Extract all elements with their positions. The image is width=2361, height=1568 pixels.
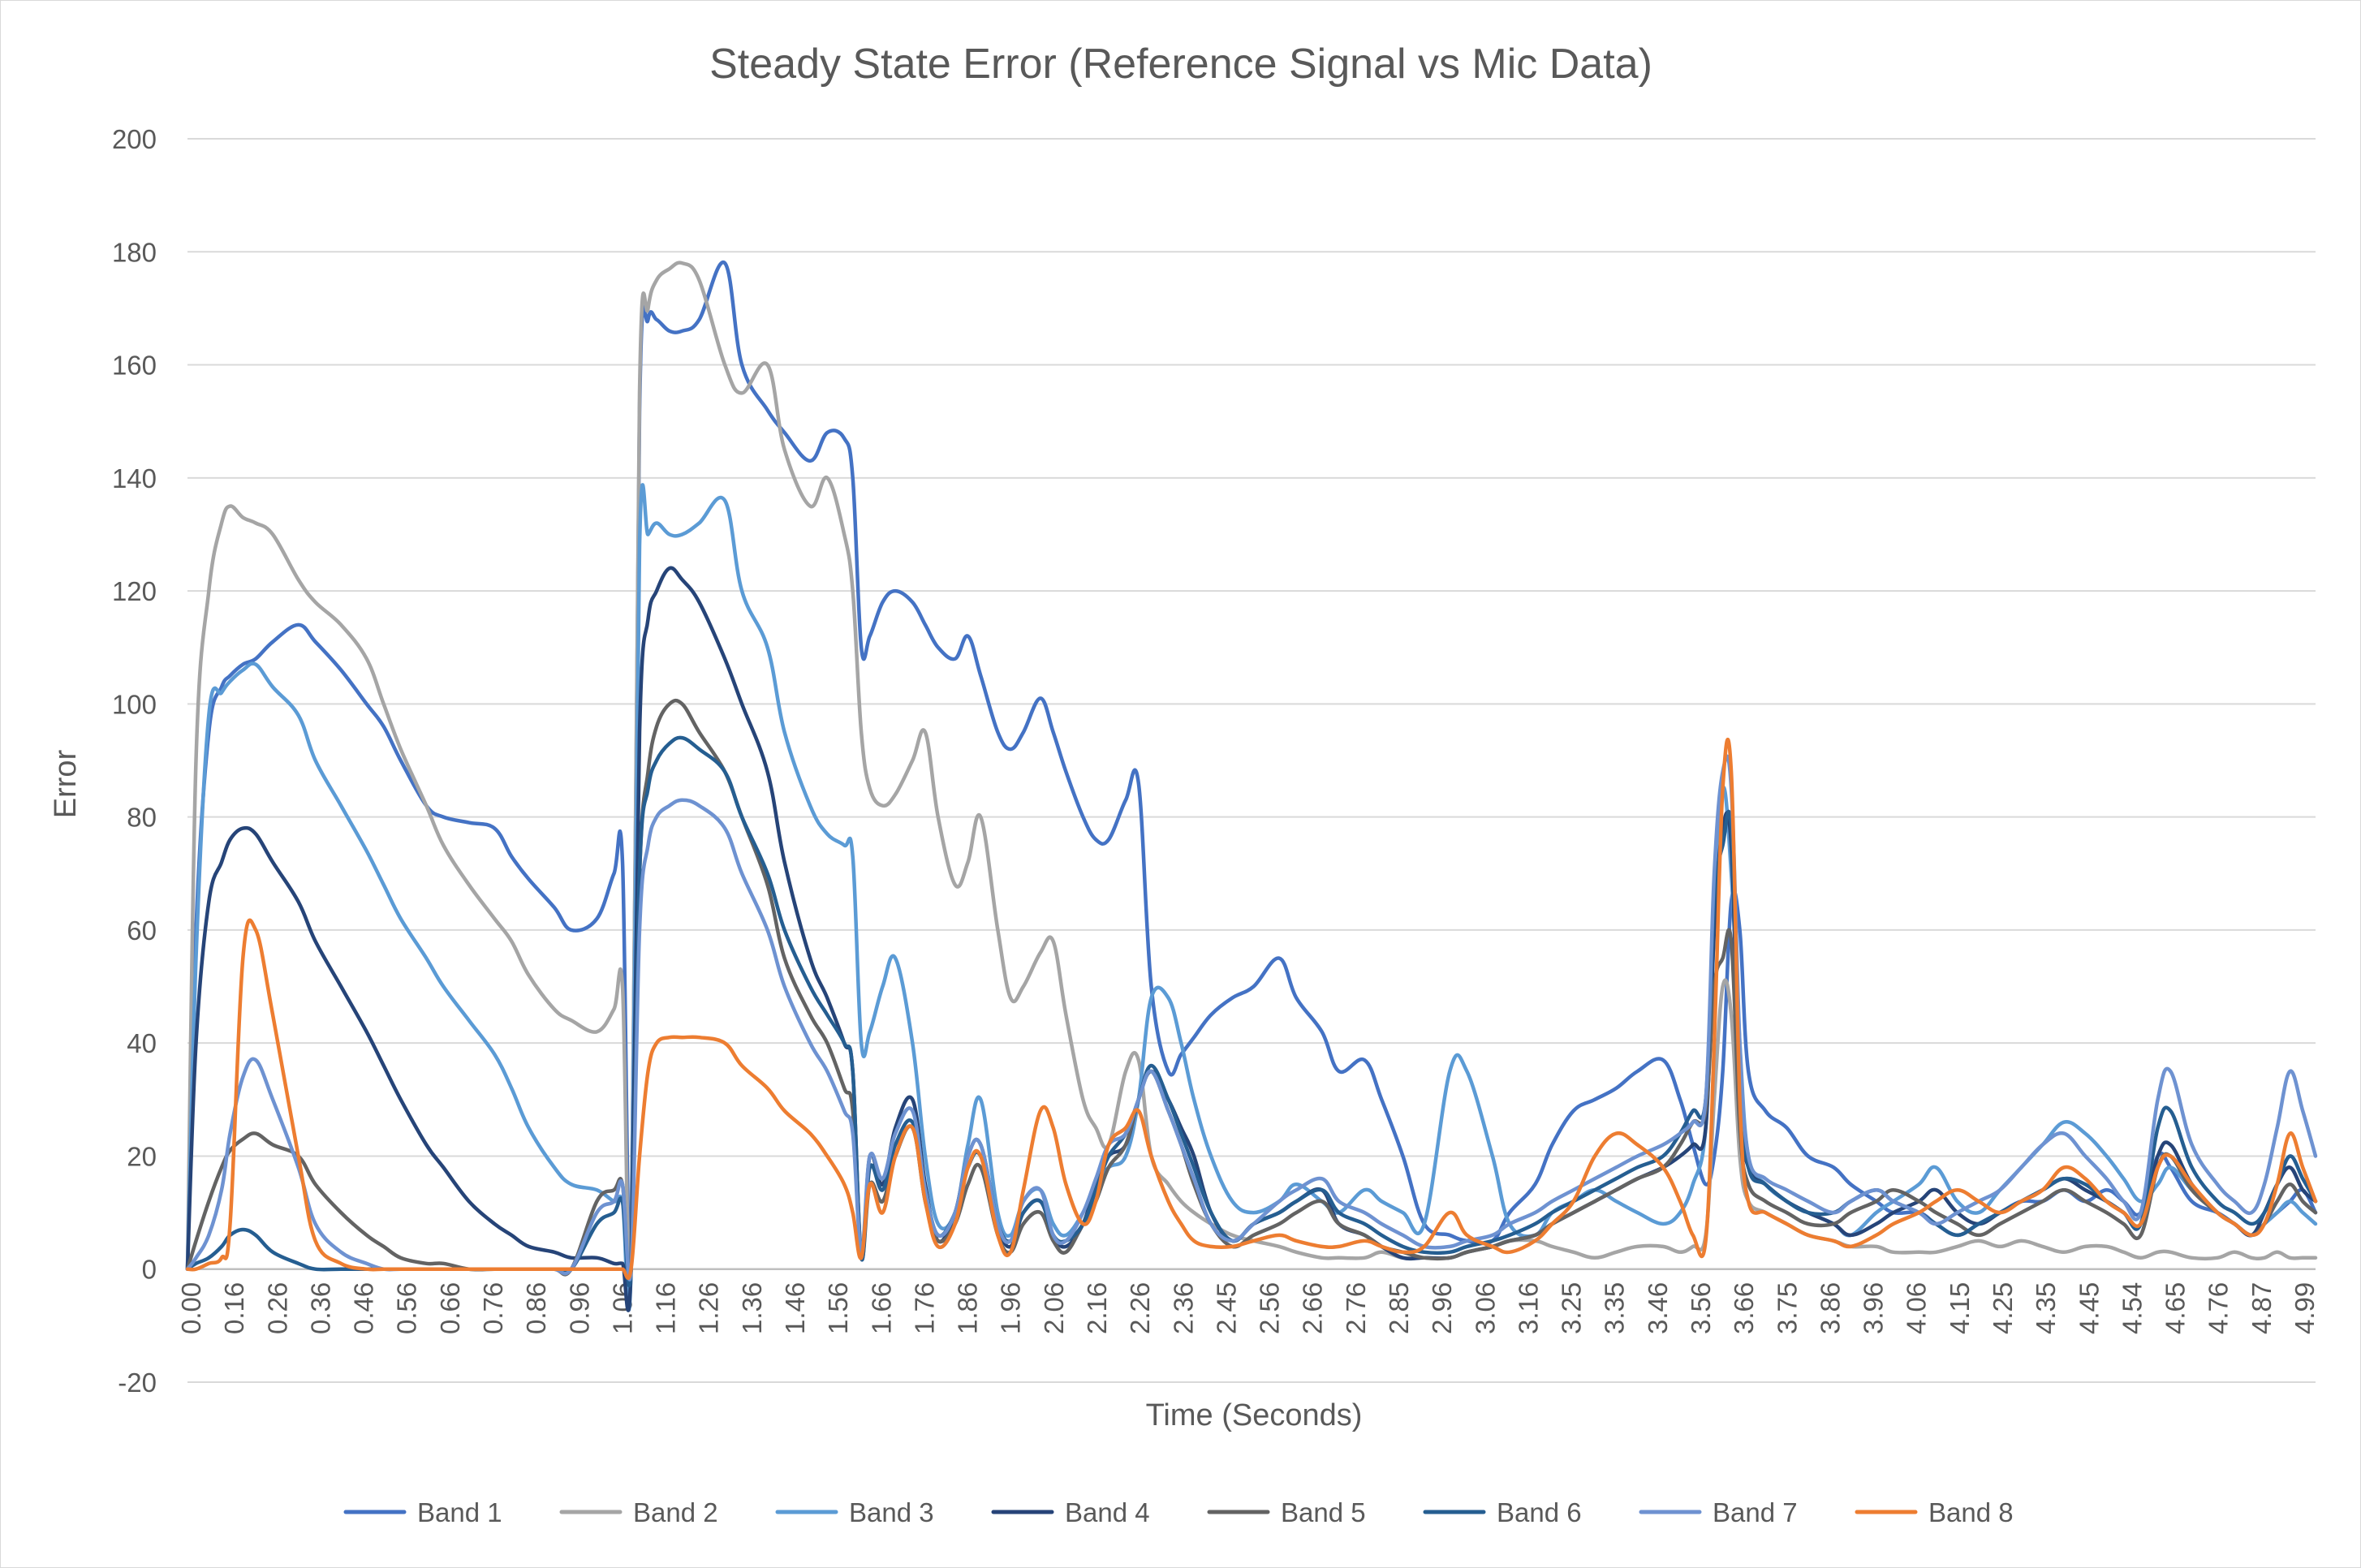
x-tick-label: 4.54 (2117, 1282, 2147, 1334)
y-tick-label: 180 (112, 237, 157, 267)
x-tick-label: 1.56 (823, 1282, 853, 1334)
series-line-band-1 (185, 261, 2318, 1282)
x-tick-label: 3.96 (1859, 1282, 1889, 1334)
series-line-band-4 (185, 566, 2318, 1312)
x-tick-label: 0.76 (478, 1282, 508, 1334)
x-tick-label: 3.75 (1772, 1282, 1802, 1334)
y-tick-label: 20 (127, 1141, 157, 1171)
x-tick-label: 3.46 (1643, 1282, 1673, 1334)
legend-label: Band 2 (633, 1497, 718, 1527)
legend-label: Band 4 (1065, 1497, 1150, 1527)
x-tick-label: 4.45 (2074, 1282, 2104, 1334)
x-tick-label: 3.56 (1686, 1282, 1716, 1334)
series-line-band-3 (185, 483, 2318, 1312)
x-tick-label: 2.96 (1427, 1282, 1457, 1334)
x-axis-title: Time (Seconds) (1146, 1398, 1363, 1432)
y-tick-label: 200 (112, 124, 157, 154)
x-tick-label: 2.16 (1082, 1282, 1112, 1334)
y-tick-label: 160 (112, 351, 157, 381)
y-tick-label: 60 (127, 915, 157, 946)
y-tick-label: 0 (142, 1255, 157, 1285)
y-axis-title: Error (49, 749, 83, 818)
series-line-band-8 (185, 738, 2318, 1280)
x-axis-ticks: 0.00 0.16 0.26 0.36 0.46 0.56 0.66 0.76 0.86 0.96… (176, 1282, 2320, 1334)
x-tick-label: 0.16 (219, 1282, 249, 1334)
x-tick-label: 4.06 (1902, 1282, 1932, 1334)
y-tick-label: 100 (112, 689, 157, 719)
legend-label: Band 5 (1281, 1497, 1366, 1527)
legend-label: Band 8 (1928, 1497, 2014, 1527)
chart-title: Steady State Error (Reference Signal vs … (709, 41, 1652, 88)
x-tick-label: 2.26 (1125, 1282, 1155, 1334)
y-tick-label: 140 (112, 463, 157, 493)
x-tick-label: 2.06 (1039, 1282, 1069, 1334)
legend: Band 1 Band 2 Band 3 Band 4 Band 5 Band 6 Band… (343, 1497, 2014, 1527)
series-line-band-2 (185, 261, 2318, 1291)
x-tick-label: 3.86 (1815, 1282, 1845, 1334)
x-tick-label: 3.16 (1513, 1282, 1543, 1334)
x-tick-label: 4.35 (2031, 1282, 2061, 1334)
x-tick-label: 0.86 (521, 1282, 551, 1334)
x-tick-label: 3.35 (1600, 1282, 1630, 1334)
y-tick-label: 80 (127, 803, 157, 833)
x-tick-label: 0.56 (392, 1282, 422, 1334)
x-tick-label: 1.46 (780, 1282, 810, 1334)
x-tick-label: 2.56 (1255, 1282, 1285, 1334)
x-tick-label: 1.96 (996, 1282, 1026, 1334)
x-tick-label: 4.15 (1945, 1282, 1975, 1334)
x-tick-label: 1.06 (607, 1282, 637, 1334)
x-tick-label: 2.66 (1298, 1282, 1328, 1334)
x-tick-label: 3.66 (1729, 1282, 1759, 1334)
legend-label: Band 6 (1497, 1497, 1582, 1527)
x-tick-label: 1.66 (866, 1282, 896, 1334)
x-tick-label: 2.45 (1211, 1282, 1241, 1334)
x-tick-label: 1.86 (953, 1282, 983, 1334)
legend-label: Band 1 (417, 1497, 502, 1527)
x-tick-label: 2.36 (1168, 1282, 1198, 1334)
x-tick-label: 2.76 (1341, 1282, 1371, 1334)
series-line-band-7 (185, 754, 2318, 1282)
y-tick-label: 40 (127, 1028, 157, 1058)
x-tick-label: 0.66 (435, 1282, 465, 1334)
y-tick-label: 120 (112, 576, 157, 606)
x-tick-label: 0.36 (305, 1282, 335, 1334)
x-tick-label: 1.76 (909, 1282, 939, 1334)
x-tick-label: 0.46 (349, 1282, 379, 1334)
x-tick-label: 4.65 (2161, 1282, 2191, 1334)
x-tick-label: 4.87 (2247, 1282, 2277, 1334)
x-tick-label: 1.36 (737, 1282, 767, 1334)
x-tick-label: 3.25 (1557, 1282, 1587, 1334)
x-tick-label: 0.96 (564, 1282, 594, 1334)
y-tick-label: -20 (118, 1368, 157, 1398)
series-lines (185, 261, 2318, 1312)
x-tick-label: 0.00 (176, 1282, 206, 1334)
x-tick-label: 3.06 (1470, 1282, 1500, 1334)
series-line-band-6 (185, 735, 2318, 1288)
x-tick-label: 4.99 (2290, 1282, 2320, 1334)
x-tick-label: 0.26 (262, 1282, 292, 1334)
x-tick-label: 4.76 (2204, 1282, 2234, 1334)
y-axis-ticks: -20 0 20 40 60 80 100 120 140 160 180 200 (112, 124, 157, 1398)
x-tick-label: 1.16 (651, 1282, 681, 1334)
x-tick-label: 1.26 (694, 1282, 724, 1334)
legend-label: Band 3 (849, 1497, 934, 1527)
legend-label: Band 7 (1713, 1497, 1798, 1527)
x-tick-label: 4.25 (1988, 1282, 2018, 1334)
x-tick-label: 2.85 (1384, 1282, 1414, 1334)
